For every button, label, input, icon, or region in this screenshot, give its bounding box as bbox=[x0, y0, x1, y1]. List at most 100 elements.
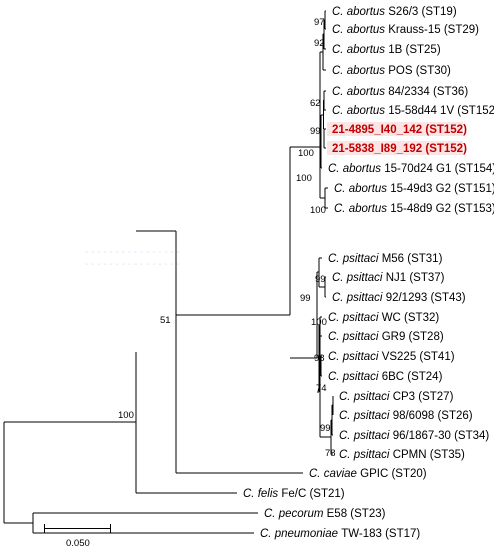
taxon-strain: 15-70d24 G1 (ST154) bbox=[384, 163, 494, 175]
bootstrap-label: 100 bbox=[296, 173, 312, 184]
taxon-species: C. pecorum bbox=[264, 508, 327, 520]
taxon-label: C. abortus 1B (ST25) bbox=[332, 44, 441, 56]
taxon-label: C. abortus 15-48d9 G2 (ST153) bbox=[334, 203, 494, 215]
taxon-label: C. abortus 84/2334 (ST36) bbox=[332, 86, 468, 98]
taxon-label: C. pecorum E58 (ST23) bbox=[264, 508, 386, 520]
taxon-strain: 92/1293 (ST43) bbox=[386, 292, 466, 304]
bootstrap-label: 100 bbox=[310, 205, 326, 216]
taxon-species: C. felis bbox=[243, 488, 281, 500]
taxon-strain: E58 (ST23) bbox=[327, 508, 386, 520]
bootstrap-label: 99 bbox=[310, 126, 321, 137]
taxon-species: C. psittaci bbox=[339, 430, 393, 442]
taxon-strain: 96/1867-30 (ST34) bbox=[393, 430, 490, 442]
taxon-label: C. abortus 15-58d44 1V (ST152) bbox=[332, 105, 494, 117]
bootstrap-label: 98 bbox=[314, 353, 325, 364]
taxon-strain: 98/6098 (ST26) bbox=[393, 410, 473, 422]
taxon-species: C. psittaci bbox=[339, 449, 393, 461]
taxon-label: C. psittaci CPMN (ST35) bbox=[339, 449, 465, 461]
taxon-strain: 15-49d3 G2 (ST151) bbox=[390, 183, 494, 195]
taxon-label: C. psittaci CP3 (ST27) bbox=[339, 391, 454, 403]
taxon-strain: 84/2334 (ST36) bbox=[388, 86, 468, 98]
bootstrap-label: 92 bbox=[314, 38, 325, 49]
taxon-label: C. psittaci 96/1867-30 (ST34) bbox=[339, 430, 489, 442]
taxon-label: C. pneumoniae TW-183 (ST17) bbox=[260, 528, 420, 540]
taxon-label: C. abortus Krauss-15 (ST29) bbox=[332, 24, 479, 36]
taxon-strain: CPMN (ST35) bbox=[393, 449, 465, 461]
taxon-strain: GR9 (ST28) bbox=[382, 331, 444, 343]
bootstrap-label: 74 bbox=[316, 383, 327, 394]
taxon-species: C. abortus bbox=[332, 65, 388, 77]
taxon-label: C. psittaci GR9 (ST28) bbox=[328, 331, 444, 343]
taxon-strain: CP3 (ST27) bbox=[393, 391, 454, 403]
taxon-species: C. psittaci bbox=[332, 292, 386, 304]
bootstrap-label: 99 bbox=[320, 423, 331, 434]
bootstrap-label: 100 bbox=[298, 148, 314, 159]
taxon-strain: M56 (ST31) bbox=[382, 253, 443, 265]
taxon-label: 21-4895_I40_142 (ST152) bbox=[332, 124, 467, 136]
taxon-strain: 15-48d9 G2 (ST153) bbox=[390, 203, 494, 215]
taxon-strain: 6BC (ST24) bbox=[382, 371, 443, 383]
taxon-label: 21-5838_I89_192 (ST152) bbox=[332, 143, 467, 155]
taxon-label: C. psittaci 92/1293 (ST43) bbox=[332, 292, 466, 304]
bootstrap-label: 97 bbox=[314, 17, 325, 28]
bootstrap-label: 78 bbox=[325, 448, 336, 459]
watermark-line-1: - - - - - - - - - - - - - - - - bbox=[85, 247, 180, 258]
taxon-species: C. abortus bbox=[332, 86, 388, 98]
taxon-label: C. caviae GPIC (ST20) bbox=[309, 468, 427, 480]
taxon-species: C. abortus bbox=[332, 105, 388, 117]
highlight-box-2 bbox=[327, 141, 463, 155]
taxon-species: C. abortus bbox=[332, 44, 388, 56]
taxon-strain: 21-5838_I89_192 (ST152) bbox=[332, 143, 467, 155]
taxon-label: C. abortus S26/3 (ST19) bbox=[332, 6, 457, 18]
taxon-strain: Fe/C (ST21) bbox=[281, 488, 344, 500]
bootstrap-label: 100 bbox=[118, 410, 134, 421]
taxon-species: C. abortus bbox=[334, 203, 390, 215]
bootstrap-label: 51 bbox=[160, 315, 171, 326]
taxon-label: C. psittaci VS225 (ST41) bbox=[328, 351, 455, 363]
taxon-strain: NJ1 (ST37) bbox=[386, 272, 445, 284]
taxon-species: C. abortus bbox=[328, 163, 384, 175]
bootstrap-label: 99 bbox=[300, 293, 311, 304]
taxon-species: C. psittaci bbox=[328, 351, 382, 363]
taxon-label: C. abortus 15-70d24 G1 (ST154) bbox=[328, 163, 494, 175]
taxon-strain: Krauss-15 (ST29) bbox=[388, 24, 479, 36]
taxon-label: C. psittaci NJ1 (ST37) bbox=[332, 272, 445, 284]
taxon-species: C. pneumoniae bbox=[260, 528, 341, 540]
taxon-label: C. psittaci 6BC (ST24) bbox=[328, 371, 443, 383]
taxon-species: C. psittaci bbox=[339, 410, 393, 422]
bootstrap-values: 97 92 62 99 100 100 100 99 99 100 98 74 99 78 51 100 bbox=[118, 17, 336, 459]
scale-bar: 0.050 bbox=[44, 524, 111, 549]
taxon-strain: GPIC (ST20) bbox=[360, 468, 427, 480]
taxon-species: C. psittaci bbox=[328, 312, 382, 324]
highlight-box-1 bbox=[327, 122, 463, 136]
taxon-strain: VS225 (ST41) bbox=[382, 351, 455, 363]
taxon-strain: WC (ST32) bbox=[382, 312, 440, 324]
watermark-line-2: - - - - - - - - - - - - - - - - bbox=[85, 259, 180, 270]
scale-bar-label: 0.050 bbox=[66, 538, 90, 549]
bootstrap-label: 99 bbox=[315, 274, 326, 285]
taxon-strain: TW-183 (ST17) bbox=[341, 528, 420, 540]
taxon-label: C. psittaci M56 (ST31) bbox=[328, 253, 443, 265]
taxon-labels: C. abortus S26/3 (ST19)C. abortus Krauss… bbox=[243, 6, 494, 540]
taxon-species: C. caviae bbox=[309, 468, 360, 480]
taxon-species: C. psittaci bbox=[328, 331, 382, 343]
taxon-label: C. abortus POS (ST30) bbox=[332, 65, 451, 77]
taxon-strain: S26/3 (ST19) bbox=[388, 6, 457, 18]
taxon-strain: 15-58d44 1V (ST152) bbox=[388, 105, 494, 117]
taxon-species: C. psittaci bbox=[328, 371, 382, 383]
taxon-strain: 21-4895_I40_142 (ST152) bbox=[332, 124, 467, 136]
taxon-species: C. psittaci bbox=[339, 391, 393, 403]
bootstrap-label: 100 bbox=[311, 317, 327, 328]
taxon-label: C. abortus 15-49d3 G2 (ST151) bbox=[334, 183, 494, 195]
taxon-label: C. psittaci WC (ST32) bbox=[328, 312, 439, 324]
taxon-strain: 1B (ST25) bbox=[388, 44, 441, 56]
taxon-species: C. abortus bbox=[332, 6, 388, 18]
taxon-label: C. psittaci 98/6098 (ST26) bbox=[339, 410, 473, 422]
taxon-species: C. abortus bbox=[332, 24, 388, 36]
tree-branches bbox=[3, 10, 334, 534]
taxon-species: C. psittaci bbox=[328, 253, 382, 265]
taxon-strain: POS (ST30) bbox=[388, 65, 451, 77]
taxon-species: C. psittaci bbox=[332, 272, 386, 284]
taxon-species: C. abortus bbox=[334, 183, 390, 195]
